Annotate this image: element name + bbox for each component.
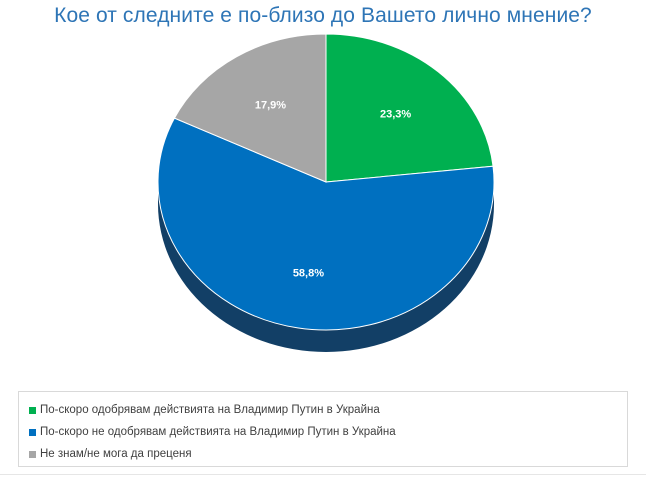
legend-swatch-disapprove — [29, 428, 36, 436]
chart-legend: По-скоро одобрявам действията на Владими… — [18, 391, 628, 467]
legend-label-disapprove: По-скоро не одобрявам действията на Влад… — [40, 426, 396, 438]
legend-item-disapprove: По-скоро не одобрявам действията на Влад… — [29, 421, 627, 443]
chart-title: Кое от следните е по-близо до Вашето лич… — [54, 4, 592, 27]
legend-swatch-dont-know — [29, 450, 36, 458]
legend-item-dont-know: Не знам/не мога да преценя — [29, 443, 627, 465]
legend-swatch-approve — [29, 406, 36, 414]
legend-item-approve: По-скоро одобрявам действията на Владими… — [29, 399, 627, 421]
data-label-disapprove: 58,8% — [293, 267, 324, 279]
data-label-dont-know: 17,9% — [255, 99, 286, 111]
bottom-divider — [0, 474, 646, 475]
pie-slice-approve — [325, 33, 494, 183]
pie-slice-disapprove — [157, 117, 495, 331]
data-label-approve: 23,3% — [380, 109, 411, 121]
legend-label-approve: По-скоро одобрявам действията на Владими… — [40, 404, 380, 416]
pie-slice-dont-know — [173, 33, 327, 183]
legend-label-dont-know: Не знам/не мога да преценя — [40, 448, 192, 460]
